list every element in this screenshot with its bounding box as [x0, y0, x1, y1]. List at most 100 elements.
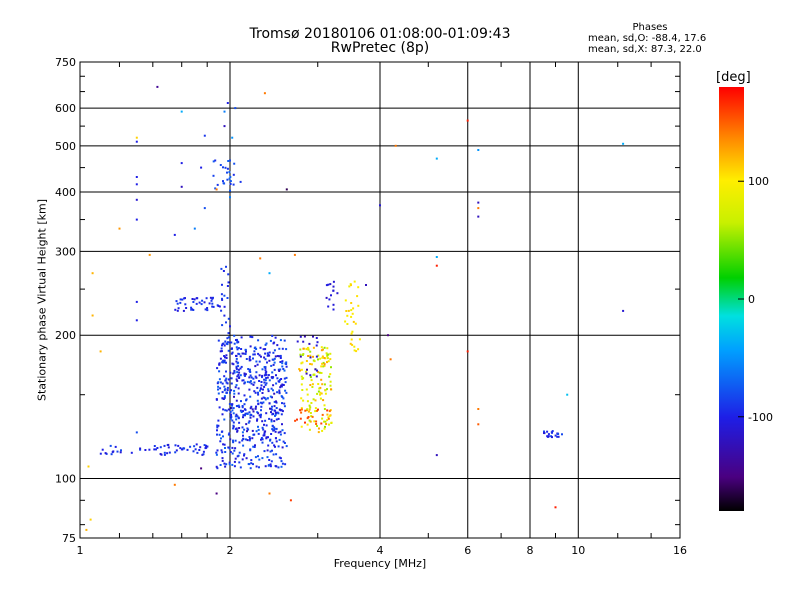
data-point — [153, 448, 156, 451]
data-point — [248, 439, 251, 442]
data-point — [309, 354, 312, 357]
data-point — [245, 423, 248, 426]
data-point — [265, 436, 268, 439]
data-point — [240, 400, 242, 403]
data-point — [272, 453, 275, 456]
data-point — [255, 371, 258, 374]
data-point — [219, 350, 222, 353]
data-point — [174, 451, 177, 454]
data-point — [264, 358, 267, 361]
data-point — [278, 389, 281, 392]
data-point — [223, 110, 226, 113]
data-point — [258, 374, 261, 377]
data-point — [228, 177, 231, 180]
data-point — [330, 294, 332, 297]
data-point — [272, 389, 274, 392]
data-point — [280, 465, 283, 468]
data-point — [345, 310, 348, 312]
data-point — [315, 423, 318, 425]
data-point — [272, 351, 275, 354]
x-tick-label: 1 — [77, 544, 84, 557]
data-point — [277, 445, 280, 448]
data-point — [196, 451, 199, 454]
data-point — [280, 413, 283, 416]
data-point — [233, 449, 236, 452]
data-point — [223, 344, 226, 347]
data-point — [254, 346, 257, 349]
data-point — [219, 381, 222, 384]
data-point — [218, 406, 221, 409]
data-point — [303, 335, 306, 338]
data-point — [244, 374, 246, 377]
data-point — [293, 253, 296, 256]
data-point — [353, 280, 356, 283]
data-point — [256, 386, 259, 389]
chart-subtitle: RwPretec (8p) — [330, 40, 430, 56]
data-point — [233, 465, 236, 468]
data-point — [249, 345, 252, 348]
data-point — [239, 466, 242, 469]
x-axis-label: Frequency [MHz] — [333, 557, 427, 570]
data-point — [435, 454, 438, 457]
data-point — [221, 451, 224, 454]
data-point — [309, 384, 312, 386]
data-point — [227, 341, 229, 344]
colorbar-ticks: 100 0 -100 — [738, 175, 773, 424]
data-point — [317, 431, 320, 434]
data-point — [198, 301, 201, 304]
data-point — [276, 391, 279, 394]
data-point — [324, 420, 327, 423]
data-point — [256, 363, 259, 366]
data-point — [296, 418, 298, 421]
data-point — [237, 368, 240, 371]
data-point — [202, 453, 205, 456]
data-point — [159, 446, 162, 449]
data-point — [279, 361, 282, 363]
data-point — [223, 125, 226, 128]
data-point — [317, 358, 319, 361]
data-point — [236, 379, 239, 382]
data-point — [222, 270, 225, 272]
data-point — [248, 381, 251, 384]
data-point — [280, 460, 283, 463]
data-point — [329, 283, 332, 286]
data-point — [209, 296, 212, 299]
data-point — [244, 408, 247, 411]
data-point — [269, 450, 272, 453]
data-point — [219, 357, 222, 360]
data-point — [346, 314, 349, 317]
data-point — [264, 398, 267, 401]
data-point — [296, 340, 299, 343]
data-point — [265, 424, 268, 427]
data-point — [305, 388, 308, 391]
data-point — [231, 136, 234, 139]
data-point — [219, 387, 222, 390]
data-point — [281, 362, 284, 365]
data-point — [320, 372, 323, 374]
data-point — [232, 427, 235, 430]
data-point — [231, 409, 234, 412]
data-point — [306, 393, 309, 396]
data-point — [351, 330, 354, 333]
data-point — [155, 448, 157, 451]
data-point — [332, 280, 335, 283]
data-point — [230, 352, 233, 355]
data-point — [236, 430, 239, 433]
data-point — [275, 440, 278, 443]
data-point — [312, 335, 314, 338]
data-point — [232, 183, 235, 186]
data-point — [221, 413, 224, 416]
data-point — [324, 389, 327, 392]
data-point — [282, 368, 285, 370]
data-point — [258, 458, 261, 461]
data-point — [353, 349, 356, 352]
data-point — [477, 201, 480, 204]
data-point — [226, 167, 229, 170]
data-point — [332, 303, 335, 306]
data-point — [265, 377, 268, 379]
data-point — [238, 427, 241, 429]
data-point — [218, 305, 221, 308]
data-point — [218, 370, 221, 373]
data-point — [192, 450, 195, 453]
